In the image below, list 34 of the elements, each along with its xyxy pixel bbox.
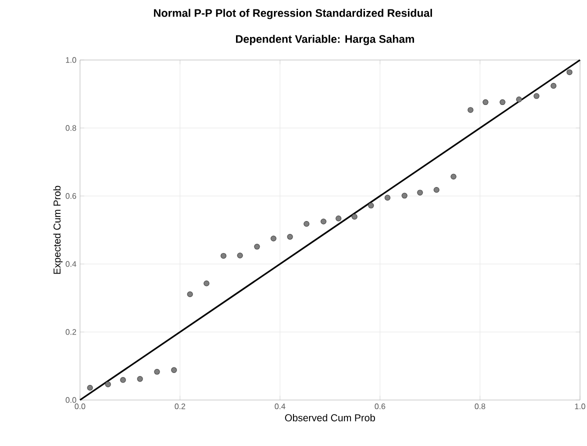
point (402, 192, 408, 199)
point (287, 234, 293, 240)
point (254, 244, 260, 250)
point (320, 218, 326, 224)
point (237, 252, 243, 258)
point (417, 190, 423, 196)
point (550, 82, 556, 89)
point (220, 252, 226, 259)
point (352, 214, 358, 220)
chart-title: Normal P-P Plot of Regression Standardized Residual (154, 8, 432, 20)
point (154, 368, 160, 375)
x-axis-title: Observed Cum Prob (285, 414, 375, 422)
point (468, 107, 474, 113)
point (137, 376, 143, 382)
point (304, 220, 310, 227)
point (187, 291, 193, 298)
point (482, 99, 488, 106)
point (87, 384, 93, 391)
chart-subtitle: Dependent Variable: Harga Saham (236, 34, 414, 46)
point (534, 93, 540, 99)
point (120, 377, 126, 383)
y-axis-title: Expected Cum Prob (53, 186, 63, 274)
point (516, 96, 522, 102)
point (368, 202, 374, 208)
point (171, 367, 177, 373)
point (336, 216, 342, 222)
point (270, 236, 276, 242)
point (384, 194, 390, 201)
point (450, 174, 456, 180)
point (105, 381, 111, 388)
point (500, 99, 506, 106)
point (204, 280, 210, 286)
point (434, 186, 440, 193)
point (566, 69, 572, 76)
